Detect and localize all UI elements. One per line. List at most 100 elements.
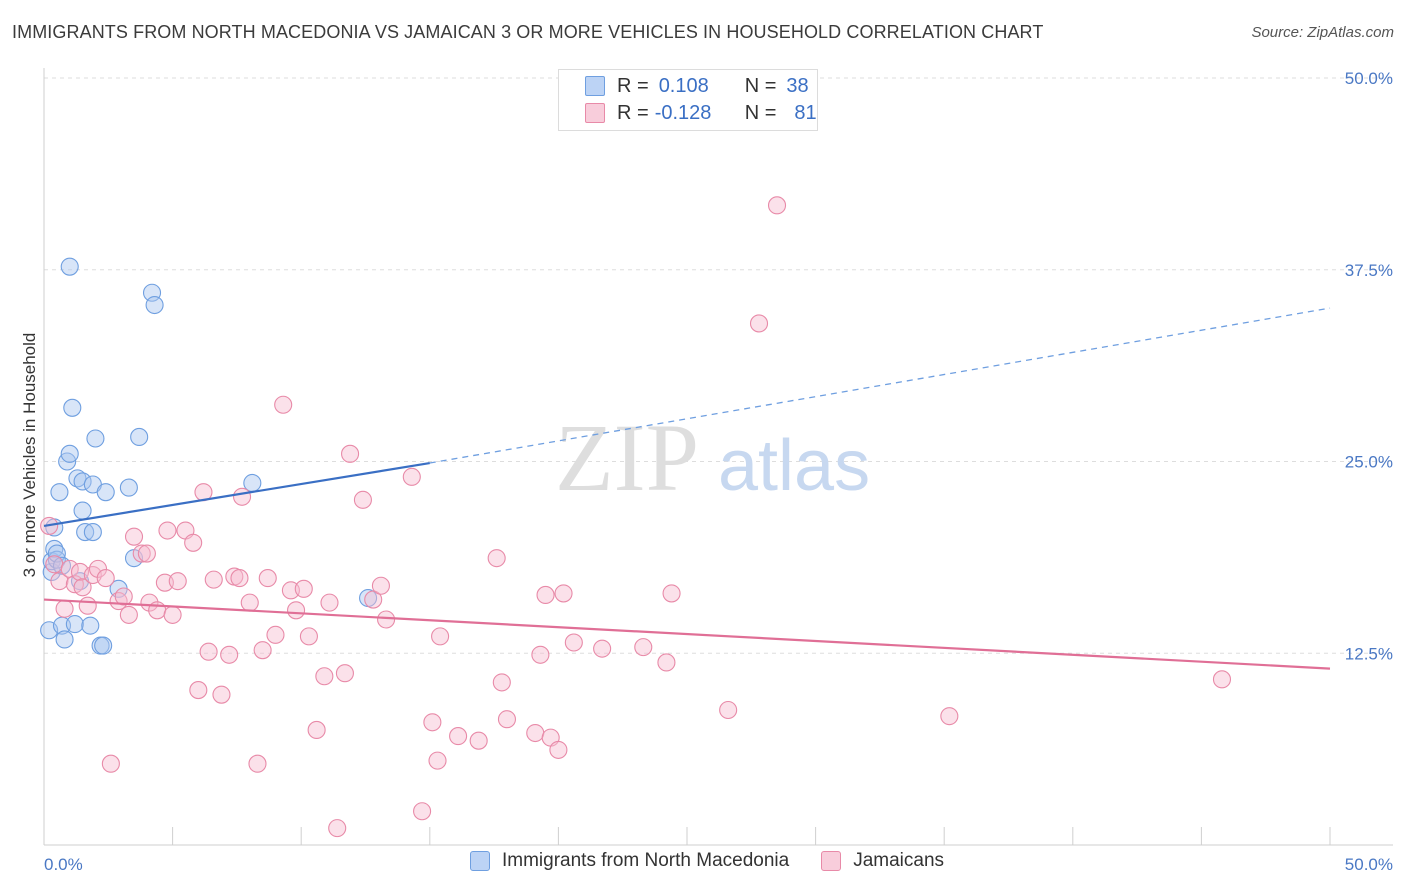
point-jamaicans <box>377 610 396 629</box>
watermark: ZIP atlas <box>555 404 870 511</box>
point-jamaicans <box>487 549 506 568</box>
correlation-legend: R = 0.108 N = 38 R = -0.128 N = 81 <box>558 69 818 131</box>
point-jamaicans <box>240 593 259 612</box>
point-jamaicans <box>199 642 218 661</box>
point-jamaicans <box>402 467 421 486</box>
point-jamaicans <box>96 569 115 588</box>
point-jamaicans <box>73 578 92 597</box>
point-jamaicans <box>204 570 223 589</box>
point-jamaicans <box>335 664 354 683</box>
y-tick-label: 37.5% <box>1345 261 1393 280</box>
point-jamaicans <box>119 605 138 624</box>
point-jamaicans <box>299 627 318 646</box>
point-jamaicans <box>353 490 372 509</box>
point-jamaicans <box>55 599 74 618</box>
legend-r-label: R = <box>617 74 649 97</box>
point-macedonia <box>55 630 74 649</box>
point-macedonia <box>76 523 95 542</box>
point-jamaicans <box>232 487 252 506</box>
axes <box>43 68 1393 846</box>
point-jamaicans <box>497 710 517 729</box>
point-macedonia <box>86 429 105 448</box>
chart-source: Source: ZipAtlas.com <box>1251 24 1394 41</box>
series-swatch-macedonia <box>470 851 490 871</box>
point-jamaicans <box>274 395 293 414</box>
point-jamaicans <box>45 555 64 574</box>
y-tick-label: 50.0% <box>1345 69 1393 88</box>
point-macedonia <box>50 483 69 502</box>
point-jamaicans <box>168 572 187 591</box>
gridlines <box>44 77 1393 654</box>
point-jamaicans <box>662 584 681 603</box>
legend-row-macedonia: R = 0.108 N = 38 <box>585 73 809 99</box>
series-label-macedonia: Immigrants from North Macedonia <box>502 850 790 871</box>
point-jamaicans <box>469 731 488 750</box>
point-jamaicans <box>526 723 545 743</box>
watermark-atlas: atlas <box>718 426 870 506</box>
y-tick-label: 25.0% <box>1345 453 1393 472</box>
y-axis-label: 3 or more Vehicles in Household <box>20 333 39 578</box>
point-jamaicans <box>719 700 738 720</box>
trend-lines <box>43 307 1331 670</box>
point-macedonia <box>65 615 84 634</box>
point-macedonia <box>81 616 100 635</box>
point-jamaicans <box>137 544 156 563</box>
point-jamaicans <box>536 585 555 605</box>
point-jamaicans <box>320 593 339 612</box>
legend-n-label: N = <box>744 101 777 124</box>
point-macedonia <box>94 636 113 655</box>
point-macedonia <box>130 427 149 447</box>
point-jamaicans <box>564 633 583 652</box>
point-jamaicans <box>266 625 285 644</box>
point-jamaicans <box>101 754 120 773</box>
legend-swatch-pink <box>585 103 605 123</box>
point-macedonia <box>145 295 164 315</box>
point-jamaicans <box>428 751 447 770</box>
point-jamaicans <box>593 639 612 658</box>
point-jamaicans <box>184 533 203 552</box>
point-macedonia <box>73 501 92 520</box>
point-jamaicans <box>253 641 272 660</box>
point-jamaicans <box>749 314 769 333</box>
legend-r-value: -0.128 <box>654 101 712 124</box>
legend-swatch-blue <box>585 76 605 96</box>
legend-n-value: 38 <box>786 74 809 97</box>
point-jamaicans <box>364 590 383 609</box>
series-label-jamaicans: Jamaicans <box>853 850 945 871</box>
point-jamaicans <box>371 576 390 595</box>
point-macedonia <box>96 483 115 502</box>
point-jamaicans <box>767 196 787 215</box>
legend-r-value: 0.108 <box>658 74 709 97</box>
point-jamaicans <box>549 740 568 759</box>
series-legend: Immigrants from North Macedonia Jamaican… <box>470 850 944 872</box>
point-macedonia <box>83 523 102 542</box>
point-jamaicans <box>1212 670 1232 689</box>
point-jamaicans <box>531 645 550 664</box>
point-jamaicans <box>140 593 159 612</box>
axis-labels: 3 or more Vehicles in Household 0.0% 50.… <box>20 69 1393 874</box>
point-jamaicans <box>258 569 277 588</box>
point-jamaicans <box>294 579 313 598</box>
point-jamaicans <box>189 681 208 700</box>
point-jamaicans <box>634 638 653 657</box>
point-jamaicans <box>423 713 442 732</box>
point-jamaicans <box>158 521 177 540</box>
point-macedonia <box>68 469 87 488</box>
point-jamaicans <box>287 601 306 620</box>
point-jamaicans <box>78 596 97 615</box>
watermark-zip: ZIP <box>555 404 699 511</box>
points <box>40 196 1232 838</box>
point-jamaicans <box>248 754 267 773</box>
point-jamaicans <box>124 527 144 546</box>
legend-n-value: 81 <box>794 101 817 124</box>
x-tick-min: 0.0% <box>44 855 83 874</box>
point-jamaicans <box>307 720 326 740</box>
point-jamaicans <box>315 667 334 686</box>
legend-n-label: N = <box>744 74 777 97</box>
point-jamaicans <box>657 653 676 672</box>
point-macedonia <box>73 472 92 491</box>
point-jamaicans <box>132 544 151 563</box>
series-swatch-jamaicans <box>821 851 842 871</box>
chart-title: IMMIGRANTS FROM NORTH MACEDONIA VS JAMAI… <box>12 22 1044 42</box>
